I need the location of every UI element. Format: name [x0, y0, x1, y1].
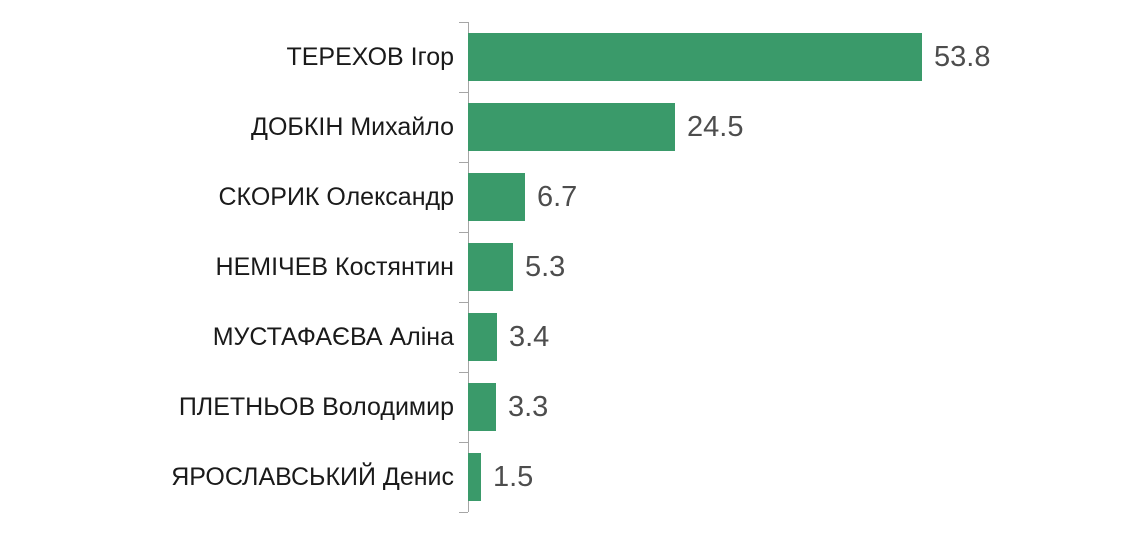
bar-row: ЯРОСЛАВСЬКИЙ Денис 1.5 [0, 442, 1125, 512]
value-label: 24.5 [687, 110, 744, 143]
bar-track: 3.3 [468, 383, 548, 431]
category-label: МУСТАФАЄВА Аліна [212, 322, 454, 351]
axis-tick [459, 372, 468, 373]
bar [468, 313, 497, 361]
bar-row: ДОБКІН Михайло 24.5 [0, 92, 1125, 162]
category-label: ДОБКІН Михайло [251, 112, 454, 141]
bar-track: 1.5 [468, 453, 533, 501]
bar [468, 453, 481, 501]
bar-row: ТЕРЕХОВ Ігор 53.8 [0, 22, 1125, 92]
bar [468, 243, 513, 291]
category-label: ЯРОСЛАВСЬКИЙ Денис [171, 462, 454, 491]
category-label: НЕМІЧЕВ Костянтин [215, 252, 454, 281]
value-label: 3.4 [509, 320, 550, 353]
bar-track: 6.7 [468, 173, 577, 221]
value-label: 53.8 [934, 40, 991, 73]
axis-tick [459, 232, 468, 233]
axis-tick [459, 22, 468, 23]
bar [468, 33, 922, 81]
bar-row: МУСТАФАЄВА Аліна 3.4 [0, 302, 1125, 372]
bar-track: 3.4 [468, 313, 549, 361]
bar-track: 53.8 [468, 33, 990, 81]
axis-tick [459, 302, 468, 303]
category-label: ПЛЕТНЬОВ Володимир [178, 392, 454, 421]
bar-row: ПЛЕТНЬОВ Володимир 3.3 [0, 372, 1125, 442]
bar [468, 103, 675, 151]
category-label: СКОРИК Олександр [218, 182, 454, 211]
value-label: 5.3 [525, 250, 566, 283]
axis-tick [459, 92, 468, 93]
value-label: 3.3 [508, 390, 549, 423]
bar-row: НЕМІЧЕВ Костянтин 5.3 [0, 232, 1125, 302]
category-label: ТЕРЕХОВ Ігор [286, 42, 454, 71]
axis-tick [459, 512, 468, 513]
bar-rows: ТЕРЕХОВ Ігор 53.8 ДОБКІН Михайло 24.5 СК… [0, 22, 1125, 512]
value-label: 1.5 [493, 460, 534, 493]
bar-track: 24.5 [468, 103, 743, 151]
axis-tick [459, 442, 468, 443]
bar-row: СКОРИК Олександр 6.7 [0, 162, 1125, 232]
axis-tick [459, 162, 468, 163]
bar [468, 173, 525, 221]
bar-track: 5.3 [468, 243, 565, 291]
value-label: 6.7 [537, 180, 578, 213]
bar [468, 383, 496, 431]
